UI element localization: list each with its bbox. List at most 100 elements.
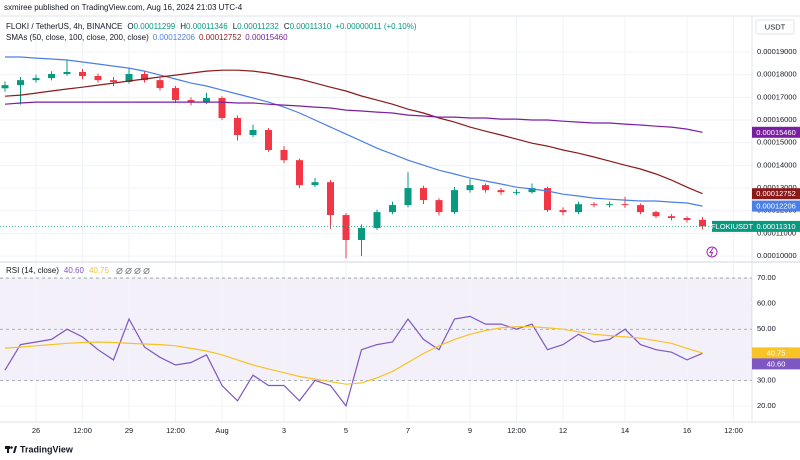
candle-body bbox=[683, 218, 691, 221]
indicator-line bbox=[4, 315, 703, 408]
x-tick-label: Aug bbox=[215, 426, 228, 435]
price-badge bbox=[752, 188, 800, 200]
candle-body bbox=[466, 185, 474, 191]
x-tick-label: 12:00 bbox=[507, 426, 526, 435]
candle-body bbox=[296, 160, 303, 186]
y-tick-label: 0.00019000 bbox=[757, 47, 797, 56]
candle-body bbox=[234, 118, 241, 136]
currency[interactable]: USDT bbox=[765, 22, 786, 31]
y-tick-label: 70.00 bbox=[757, 273, 776, 282]
y-tick-label: 0.00018000 bbox=[757, 70, 797, 79]
hidden-icon bbox=[134, 267, 141, 275]
candle-body bbox=[513, 192, 520, 194]
ohlc-key: C bbox=[284, 22, 290, 31]
price-badge-label: 0.00011310 bbox=[756, 222, 795, 231]
logo-part bbox=[10, 446, 13, 449]
indicator-value: 0.00012752 bbox=[199, 33, 242, 42]
price-badge bbox=[752, 358, 800, 370]
y-tick-label: 0.00014000 bbox=[757, 160, 797, 169]
y-tick-label: 60.00 bbox=[757, 299, 776, 308]
price-badge bbox=[752, 200, 800, 212]
alert-icon[interactable] bbox=[706, 246, 718, 258]
price-badge-label: 0.00015460 bbox=[756, 128, 796, 137]
candle-body bbox=[389, 205, 396, 213]
logo-icon bbox=[5, 446, 17, 453]
x-tick-label: 9 bbox=[468, 426, 472, 435]
candle-body bbox=[404, 188, 412, 206]
candle-body bbox=[420, 188, 427, 201]
x-tick-label: 29 bbox=[125, 426, 133, 435]
x-tick-label: 14 bbox=[621, 426, 629, 435]
logo-text: TradingView bbox=[20, 444, 74, 454]
price-badge-label: 0.00012206 bbox=[756, 202, 796, 211]
y-tick-label: 50.00 bbox=[757, 324, 776, 333]
price-badge-label: 40.75 bbox=[767, 348, 786, 357]
x-tick-label: 12:00 bbox=[166, 426, 185, 435]
y-tick-label: 0.00013000 bbox=[757, 183, 797, 192]
candle-body bbox=[218, 98, 226, 119]
currency-box[interactable] bbox=[755, 19, 795, 35]
price-badge-label: 0.00012752 bbox=[756, 189, 796, 198]
hidden-icon bbox=[116, 267, 123, 275]
candle-body bbox=[94, 76, 102, 81]
candle-body bbox=[187, 100, 195, 103]
candle-body bbox=[172, 88, 179, 101]
symbol-title: FLOKI / TetherUS, 4h, BINANCE bbox=[6, 22, 122, 31]
candle-body bbox=[342, 215, 350, 241]
x-tick-label: 3 bbox=[282, 426, 286, 435]
y-tick-label: 30.00 bbox=[757, 375, 776, 384]
hidden-icon bbox=[134, 267, 141, 274]
candle-body bbox=[590, 204, 598, 206]
candle-body bbox=[668, 216, 675, 219]
hidden-icon bbox=[125, 267, 132, 274]
candle-body bbox=[699, 219, 706, 227]
candle-body bbox=[141, 74, 148, 81]
symbol-badge bbox=[712, 220, 752, 232]
indicator-line bbox=[5, 56, 703, 207]
ohlc-key: O bbox=[127, 22, 133, 31]
candle-body bbox=[652, 212, 660, 217]
publisher: sxmiree published on TradingView.com, Au… bbox=[4, 3, 243, 12]
candle-body bbox=[249, 130, 257, 136]
ohlc-value: 0.00011299 bbox=[134, 22, 176, 31]
candle-body bbox=[637, 205, 644, 213]
indicator-value: 0.00012206 bbox=[153, 33, 196, 42]
y-tick-label: 0.00011000 bbox=[757, 228, 796, 237]
ohlc-value: 0.00011232 bbox=[237, 22, 279, 31]
hidden-icon bbox=[143, 267, 150, 275]
candle-body bbox=[280, 149, 288, 161]
x-tick-label: 26 bbox=[32, 426, 40, 435]
hidden-icon bbox=[143, 267, 150, 274]
price-badge-label: 40.60 bbox=[767, 359, 786, 368]
ohlc-value: 0.00011346 bbox=[186, 22, 228, 31]
candle-body bbox=[575, 204, 582, 213]
indicator-value: 0.00015460 bbox=[245, 33, 288, 42]
ohlc-key: H bbox=[180, 22, 186, 31]
price-badge bbox=[752, 220, 800, 232]
alert-icon-bolt bbox=[709, 247, 714, 257]
logo-part bbox=[5, 446, 10, 449]
x-tick-label: 12 bbox=[559, 426, 567, 435]
y-tick-label: 0.00010000 bbox=[757, 251, 797, 260]
candle-body bbox=[451, 190, 458, 213]
candle-body bbox=[79, 71, 86, 77]
candle-body bbox=[358, 227, 365, 241]
candle-body bbox=[606, 204, 613, 206]
candle-body bbox=[156, 80, 164, 89]
logo-part bbox=[7, 449, 9, 453]
candle-body bbox=[125, 74, 133, 82]
candle-body bbox=[63, 71, 71, 75]
candle-body bbox=[110, 80, 117, 82]
indicator-line bbox=[4, 69, 703, 195]
candle-body bbox=[482, 185, 489, 191]
ohlc-key: L bbox=[233, 22, 238, 31]
hidden-icon bbox=[125, 267, 132, 275]
candle-body bbox=[203, 98, 210, 103]
rsi-legend: RSI (14, close) 40.60 40.75 bbox=[6, 266, 110, 275]
x-tick-label: 5 bbox=[344, 426, 348, 435]
price-badge bbox=[752, 126, 800, 138]
y-tick-label: 0.00017000 bbox=[757, 92, 797, 101]
ohlc-value: 0.00011310 bbox=[290, 22, 332, 31]
